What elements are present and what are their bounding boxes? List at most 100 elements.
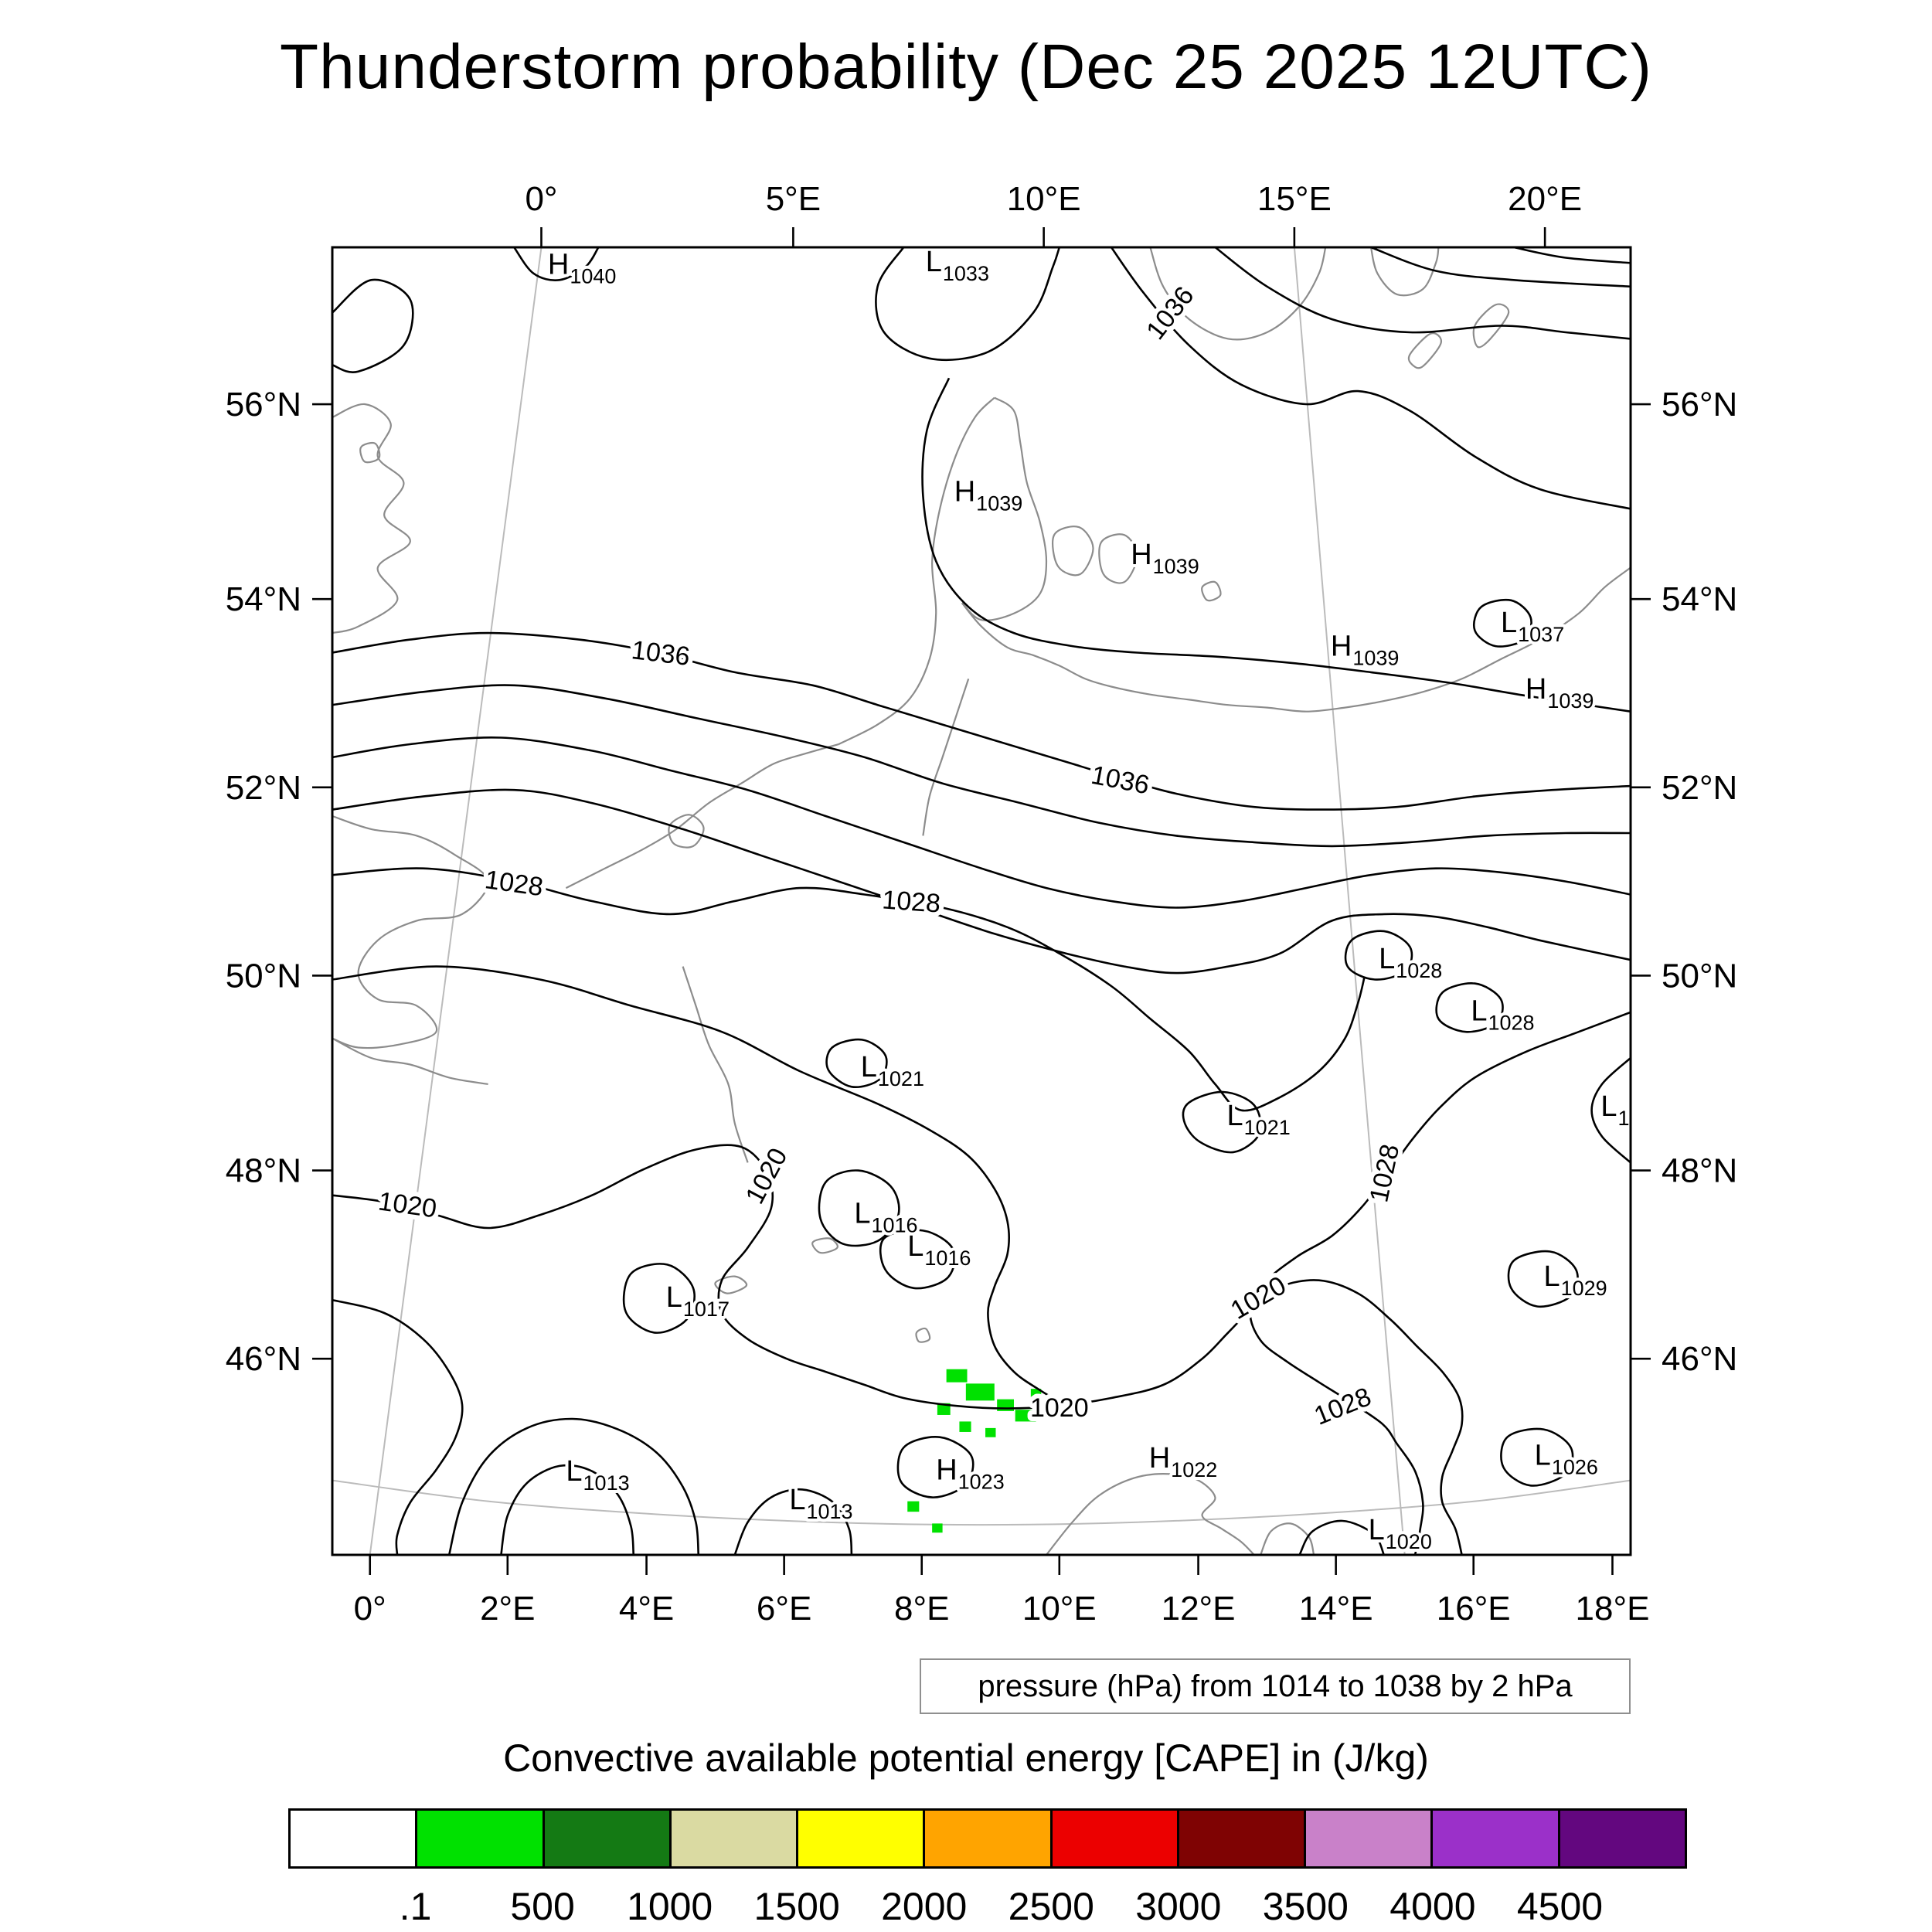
axis-tick-label: 52°N [226, 769, 301, 807]
axis-tick-label: 50°N [226, 957, 301, 995]
coastline-layer [332, 247, 1631, 1555]
colorbar-tick-label: 3500 [1262, 1885, 1349, 1928]
isobar-contour [1370, 247, 1631, 288]
coastline [1407, 332, 1442, 369]
pressure-center-marker: L1020 [1369, 1514, 1432, 1553]
axis-tick-label: 5°E [766, 180, 821, 218]
colorbar-segment-7 [1179, 1811, 1307, 1866]
isobar-contour [875, 247, 1061, 362]
isobar-contour [825, 1038, 888, 1088]
coastline [1201, 580, 1222, 602]
cape-patch [985, 1427, 996, 1437]
isobar-contour [1298, 1519, 1386, 1555]
pressure-center-marker: L1026 [1535, 1440, 1598, 1479]
colorbar-segment-2 [544, 1811, 672, 1866]
pressure-center-layer: H1040 L1033 H1039 H1039 H1039 L1037 H1039 L1028… [545, 246, 1641, 1555]
pressure-center-marker: L1021 [861, 1051, 924, 1090]
axis-tick-label: 20°E [1508, 180, 1582, 218]
coastline [668, 814, 705, 849]
pressure-center-marker: H1039 [1131, 539, 1199, 578]
cape-patch [1030, 1389, 1042, 1398]
isobar-contour [896, 1436, 975, 1498]
axis-tick-label: 48°N [1662, 1152, 1737, 1190]
isobar-contour [1500, 1427, 1574, 1487]
coastline [922, 679, 970, 836]
colorbar-tick-label: .1 [399, 1885, 432, 1928]
contour-label: 1028 [881, 885, 941, 918]
colorbar-segment-1 [417, 1811, 545, 1866]
axis-tick-label: 52°N [1662, 769, 1737, 807]
pressure-center-marker: L1021 [1227, 1100, 1291, 1139]
isobar-contour [733, 1488, 853, 1555]
isobar-contour [818, 1169, 900, 1247]
contour-label: 1020 [1226, 1270, 1291, 1325]
axis-tick-label: 48°N [226, 1152, 301, 1190]
isobar-contour [1182, 1090, 1262, 1154]
coastline [1052, 526, 1094, 577]
axis-tick-label: 0° [354, 1590, 386, 1628]
isobar-contour [1507, 1250, 1579, 1308]
contour-label: 1028 [483, 865, 545, 902]
figure-title: Thunderstorm probability (Dec 25 2025 12… [280, 32, 1652, 102]
coastline [811, 1237, 838, 1254]
graticule-layer [332, 247, 1631, 1555]
isobar-contour [1110, 247, 1631, 510]
coastline [1260, 1522, 1315, 1555]
axis-tick-label: 15°E [1257, 180, 1332, 218]
isobar-contour [332, 788, 1631, 975]
isobar-contour [1590, 1057, 1631, 1164]
isobar-contour [332, 1144, 1464, 1555]
isobar-contour [332, 965, 1063, 1404]
isobar-contour [447, 1417, 700, 1555]
axis-tick-label: 8°E [894, 1590, 949, 1628]
contour-label: 1028 [1310, 1382, 1375, 1431]
cape-patch [946, 1369, 968, 1383]
axis-tick-label: 54°N [226, 580, 301, 618]
axis-tick-label: 54°N [1662, 580, 1737, 618]
pressure-center-marker: H1040 [548, 248, 617, 287]
colorbar-segment-5 [925, 1811, 1053, 1866]
pressure-center-marker: H1023 [936, 1454, 1005, 1493]
axis-tick-label: 46°N [1662, 1340, 1737, 1378]
axis-tick-label: 10°E [1022, 1590, 1097, 1628]
isobar-layer [332, 247, 1631, 1555]
contour-label: 1020 [1030, 1393, 1089, 1423]
contour-label: 1020 [740, 1143, 793, 1209]
coastline [332, 403, 411, 634]
coastline [915, 1327, 931, 1343]
axis-tick-label: 12°E [1162, 1590, 1236, 1628]
isobar-contour [332, 278, 414, 373]
axis-tick-label: 14°E [1299, 1590, 1373, 1628]
coastline [1369, 247, 1440, 297]
colorbar-segment-3 [671, 1811, 799, 1866]
isobar-contour [332, 736, 1631, 909]
coastline [565, 743, 839, 889]
pressure-caption: pressure (hPa) from 1014 to 1038 by 2 hP… [920, 1658, 1631, 1714]
pressure-center-marker: L1028 [1471, 995, 1534, 1034]
pressure-center-marker: L1033 [926, 246, 989, 285]
pressure-center-marker: L1028 [1379, 943, 1442, 982]
axis-tick-label: 10°E [1007, 180, 1081, 218]
axis-tick-label: 0° [525, 180, 557, 218]
colorbar-tick-label: 2000 [881, 1885, 968, 1928]
coastline [1149, 247, 1327, 341]
coastline [332, 815, 489, 1049]
cape-colorbar [288, 1808, 1687, 1869]
colorbar-segment-10 [1560, 1811, 1685, 1866]
colorbar-tick-label: 4500 [1516, 1885, 1604, 1928]
colorbar-tick-label: 3000 [1135, 1885, 1222, 1928]
cape-layer [907, 1369, 1042, 1533]
contour-label: 1036 [1089, 760, 1152, 801]
pressure-center-marker: L10 [1600, 1090, 1641, 1130]
coastline [1098, 533, 1138, 584]
isobar-contour [1435, 982, 1504, 1033]
graticule-line [369, 247, 543, 1555]
cape-patch [965, 1383, 995, 1401]
colorbar-segment-8 [1306, 1811, 1434, 1866]
contour-label: 1036 [630, 635, 692, 672]
isobar-contour [1473, 598, 1532, 648]
isobar-contour [1513, 247, 1631, 264]
